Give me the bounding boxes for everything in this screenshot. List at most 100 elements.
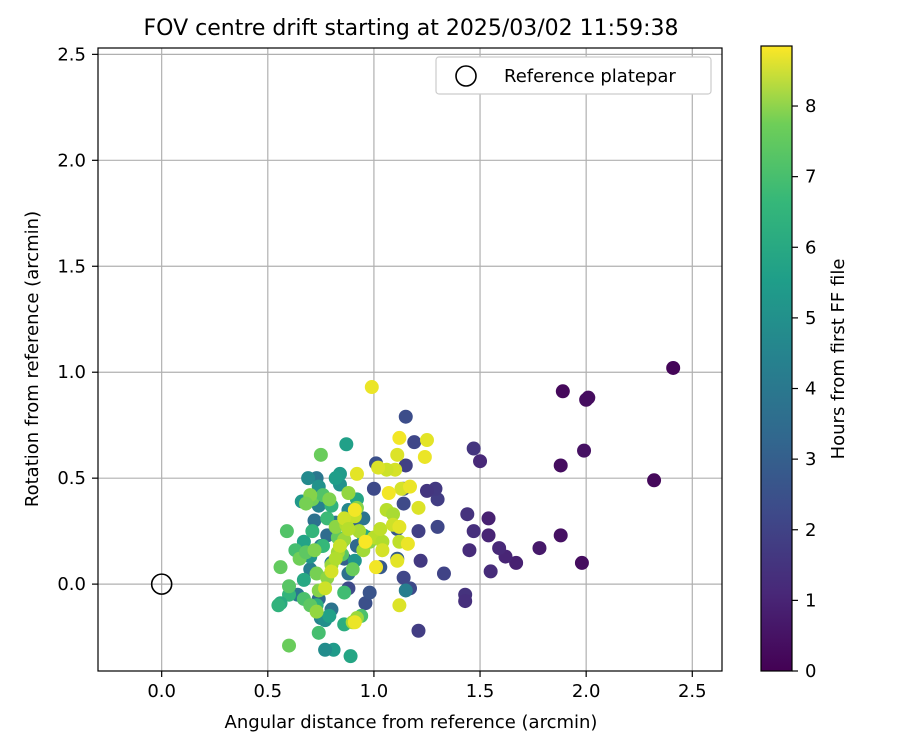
x-tick-label: 1.5 xyxy=(466,681,495,702)
y-tick-label: 2.0 xyxy=(57,150,86,171)
colorbar-tick-label: 5 xyxy=(805,308,816,329)
data-point xyxy=(466,441,481,456)
data-point xyxy=(481,528,496,543)
data-point xyxy=(373,522,388,537)
data-point xyxy=(328,551,343,566)
data-point xyxy=(411,500,426,515)
data-point xyxy=(403,479,417,494)
data-point xyxy=(555,384,570,399)
colorbar-label: Hours from first FF file xyxy=(828,259,849,460)
data-point xyxy=(392,430,407,445)
y-tick-label: 2.5 xyxy=(57,44,86,65)
grid xyxy=(98,48,722,671)
data-point xyxy=(579,392,594,407)
x-axis: 0.0 0.5 1.0 1.5 2.0 2.5 xyxy=(147,671,707,702)
legend-box xyxy=(435,56,712,95)
data-point xyxy=(324,564,339,579)
data-point xyxy=(371,460,386,475)
data-point xyxy=(299,496,313,511)
colorbar-ticks: 0 1 2 3 4 5 6 7 8 xyxy=(792,96,816,682)
data-points xyxy=(271,360,681,664)
data-point xyxy=(647,473,662,488)
data-point xyxy=(273,560,288,575)
data-point xyxy=(358,534,373,549)
y-tick-label: 0.5 xyxy=(57,468,86,489)
colorbar-tick-label: 3 xyxy=(805,449,816,470)
data-point xyxy=(296,572,311,587)
data-point xyxy=(553,528,568,543)
data-point xyxy=(407,435,422,450)
data-point xyxy=(358,596,373,611)
data-point xyxy=(279,524,294,539)
data-point xyxy=(666,360,681,375)
data-point xyxy=(436,566,451,581)
data-point xyxy=(343,649,358,664)
data-point xyxy=(271,598,286,613)
data-point xyxy=(318,642,333,657)
data-point xyxy=(473,454,488,469)
data-point xyxy=(309,566,324,581)
data-point xyxy=(509,555,524,570)
data-point xyxy=(417,449,432,464)
data-point xyxy=(337,585,352,600)
data-point xyxy=(396,496,411,511)
data-point xyxy=(462,543,477,558)
data-point xyxy=(398,583,413,598)
data-point xyxy=(341,486,356,500)
data-point xyxy=(313,447,328,462)
data-point xyxy=(311,625,326,640)
data-point xyxy=(375,543,390,558)
data-point xyxy=(392,519,407,534)
colorbar-tick-label: 1 xyxy=(805,590,816,611)
data-point xyxy=(347,502,362,517)
data-point xyxy=(419,483,434,498)
data-point xyxy=(307,513,322,528)
data-point xyxy=(369,560,384,575)
data-point xyxy=(366,481,381,496)
data-point xyxy=(318,581,333,596)
data-point xyxy=(411,524,426,539)
data-point xyxy=(400,536,415,551)
data-point xyxy=(398,458,413,473)
colorbar-tick-label: 6 xyxy=(805,237,816,258)
legend: Reference platepar xyxy=(435,56,712,95)
chart-title: FOV centre drift starting at 2025/03/02 … xyxy=(144,16,679,41)
y-axis-label: Rotation from reference (arcmin) xyxy=(22,211,43,507)
y-tick-label: 0.0 xyxy=(57,574,86,595)
data-point xyxy=(466,524,481,539)
data-point xyxy=(364,380,379,395)
colorbar-gradient xyxy=(760,45,793,672)
data-point xyxy=(390,447,405,462)
legend-open-circle-icon xyxy=(455,65,477,87)
data-point xyxy=(332,538,347,553)
x-tick-label: 0.0 xyxy=(147,681,176,702)
x-tick-label: 2.5 xyxy=(678,681,707,702)
data-point xyxy=(574,555,589,570)
data-point xyxy=(307,543,322,558)
data-point xyxy=(349,466,364,481)
data-point xyxy=(345,562,360,577)
colorbar-tick-label: 7 xyxy=(805,167,816,188)
data-point xyxy=(413,553,428,568)
data-point xyxy=(347,615,362,630)
data-point xyxy=(419,433,434,448)
data-point xyxy=(322,492,337,507)
data-point xyxy=(322,608,337,623)
data-point xyxy=(411,623,426,638)
plot-frame xyxy=(97,47,723,672)
data-point xyxy=(458,594,473,609)
x-axis-label: Angular distance from reference (arcmin) xyxy=(225,712,598,733)
data-point xyxy=(398,409,413,424)
data-point xyxy=(282,579,297,594)
data-point xyxy=(430,492,445,507)
data-point xyxy=(386,507,401,522)
x-tick-label: 0.5 xyxy=(253,681,282,702)
colorbar-tick-label: 0 xyxy=(805,661,816,682)
data-point xyxy=(296,534,311,549)
data-point xyxy=(460,507,475,522)
data-point xyxy=(320,528,335,543)
reference-platepar-marker xyxy=(150,573,173,595)
data-point xyxy=(339,437,354,452)
y-tick-label: 1.5 xyxy=(57,256,86,277)
